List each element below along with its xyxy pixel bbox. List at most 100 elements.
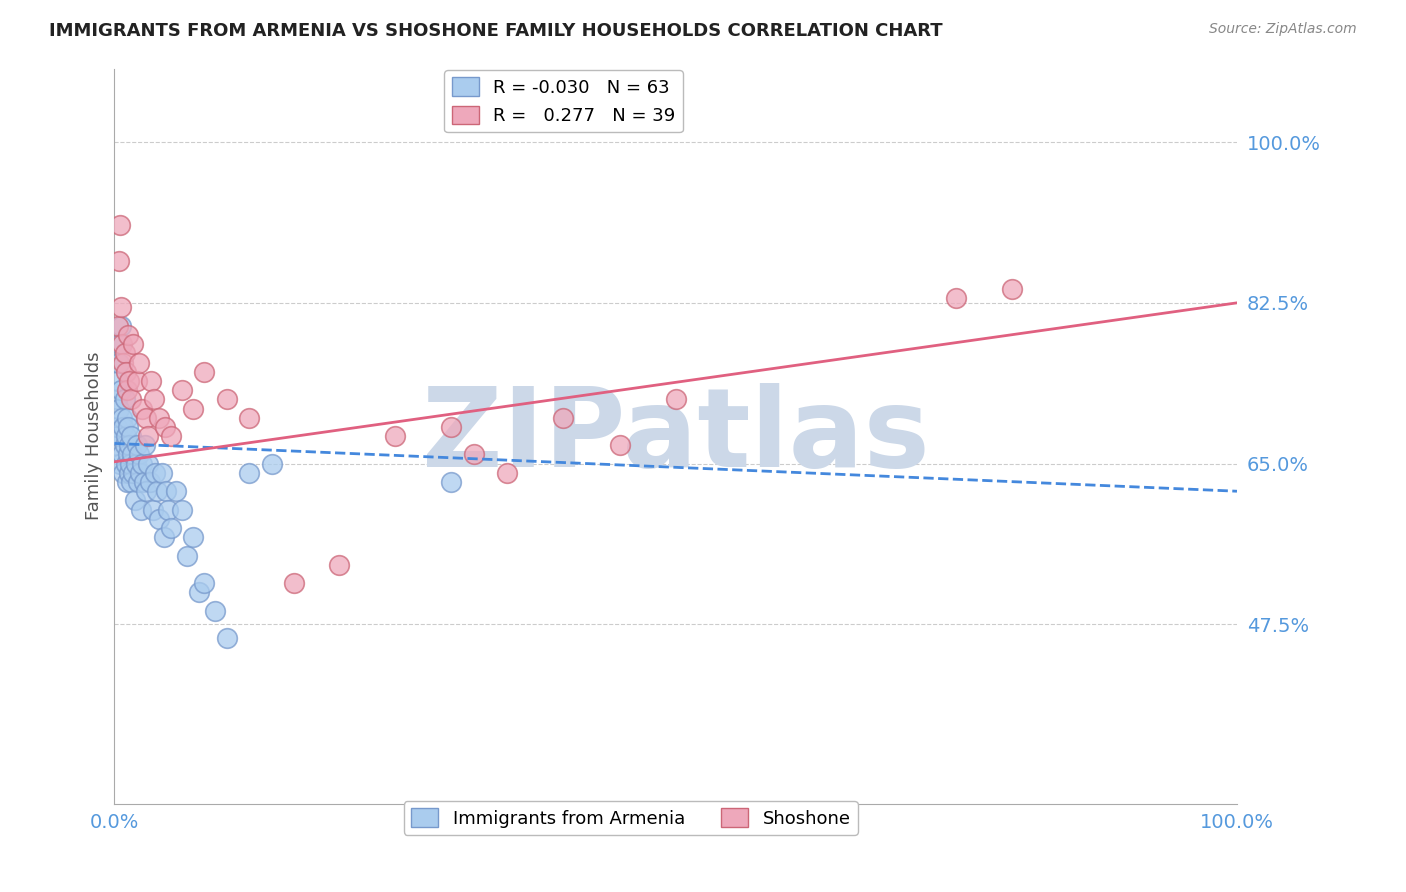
Point — [108, 355, 131, 369]
Point — [105, 420, 128, 434]
Point — [463, 447, 485, 461]
Point — [142, 392, 165, 407]
Point — [114, 429, 136, 443]
Point — [384, 429, 406, 443]
Text: ZIPatlas: ZIPatlas — [422, 383, 929, 490]
Point — [187, 585, 209, 599]
Point — [159, 521, 181, 535]
Point — [283, 576, 305, 591]
Point — [104, 438, 127, 452]
Point — [114, 365, 136, 379]
Point — [440, 420, 463, 434]
Point — [238, 466, 260, 480]
Point — [108, 401, 131, 416]
Point — [107, 374, 129, 388]
Point — [118, 466, 141, 480]
Point — [110, 318, 132, 333]
Point — [111, 337, 134, 351]
Point — [120, 392, 142, 407]
Point — [496, 466, 519, 480]
Point — [117, 328, 139, 343]
Point — [238, 410, 260, 425]
Point — [125, 374, 148, 388]
Point — [131, 401, 153, 416]
Point — [170, 502, 193, 516]
Point — [122, 466, 145, 480]
Point — [553, 410, 575, 425]
Point — [108, 457, 131, 471]
Point — [112, 420, 135, 434]
Point — [193, 576, 215, 591]
Point — [124, 493, 146, 508]
Text: IMMIGRANTS FROM ARMENIA VS SHOSHONE FAMILY HOUSEHOLDS CORRELATION CHART: IMMIGRANTS FROM ARMENIA VS SHOSHONE FAMI… — [49, 22, 943, 40]
Point — [215, 632, 238, 646]
Point — [128, 355, 150, 369]
Point — [114, 346, 136, 360]
Point — [115, 475, 138, 489]
Point — [135, 484, 157, 499]
Point — [111, 410, 134, 425]
Point — [142, 502, 165, 516]
Point — [117, 447, 139, 461]
Point — [114, 457, 136, 471]
Point — [114, 392, 136, 407]
Point — [193, 365, 215, 379]
Point — [110, 383, 132, 397]
Point — [132, 475, 155, 489]
Point — [120, 475, 142, 489]
Point — [159, 429, 181, 443]
Point — [131, 502, 153, 516]
Point — [118, 374, 141, 388]
Point — [665, 392, 688, 407]
Point — [127, 475, 149, 489]
Point — [148, 410, 170, 425]
Point — [110, 301, 132, 315]
Point — [107, 429, 129, 443]
Point — [181, 401, 204, 416]
Point — [1001, 282, 1024, 296]
Point — [204, 604, 226, 618]
Point — [112, 355, 135, 369]
Point — [170, 383, 193, 397]
Point — [181, 530, 204, 544]
Point — [150, 466, 173, 480]
Point — [136, 457, 159, 471]
Point — [945, 291, 967, 305]
Point — [112, 466, 135, 480]
Point — [108, 337, 131, 351]
Point — [440, 475, 463, 489]
Point — [117, 420, 139, 434]
Point — [165, 484, 187, 499]
Point — [148, 512, 170, 526]
Point — [153, 420, 176, 434]
Point — [115, 383, 138, 397]
Point — [134, 438, 156, 452]
Point — [120, 457, 142, 471]
Text: Source: ZipAtlas.com: Source: ZipAtlas.com — [1209, 22, 1357, 37]
Point — [125, 457, 148, 471]
Point — [111, 447, 134, 461]
Point — [120, 429, 142, 443]
Point — [157, 502, 180, 516]
Point — [131, 457, 153, 471]
Point — [139, 475, 162, 489]
Point — [115, 410, 138, 425]
Y-axis label: Family Households: Family Households — [86, 351, 103, 520]
Point — [328, 558, 350, 572]
Point — [129, 466, 152, 480]
Legend: Immigrants from Armenia, Shoshone: Immigrants from Armenia, Shoshone — [404, 801, 858, 835]
Point — [122, 337, 145, 351]
Point — [105, 392, 128, 407]
Point — [146, 484, 169, 499]
Point — [215, 392, 238, 407]
Point — [141, 374, 163, 388]
Point — [128, 447, 150, 461]
Point — [153, 530, 176, 544]
Point — [125, 438, 148, 452]
Point — [176, 549, 198, 563]
Point — [118, 438, 141, 452]
Point — [136, 429, 159, 443]
Point — [121, 447, 143, 461]
Point — [143, 466, 166, 480]
Point — [155, 484, 177, 499]
